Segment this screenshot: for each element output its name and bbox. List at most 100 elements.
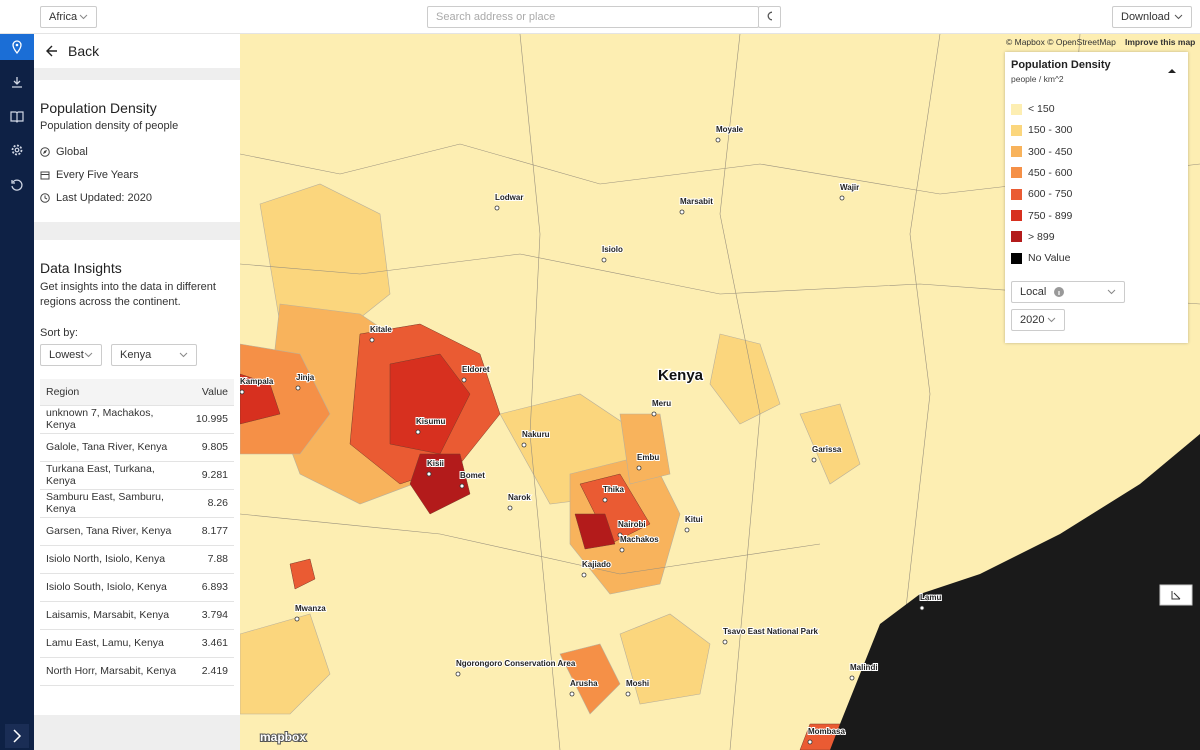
place-label: Ngorongoro Conservation Area <box>456 659 576 668</box>
nav-book-icon[interactable] <box>10 109 24 123</box>
place-label: Marsabit <box>680 197 713 206</box>
column-header: Value <box>189 379 234 406</box>
place-label: Mwanza <box>295 604 326 613</box>
mode-select[interactable]: Local <box>1011 281 1125 303</box>
table-row: Garsen, Tana River, Kenya 8.177 <box>40 517 234 546</box>
legend-label: 600 - 750 <box>1028 188 1073 201</box>
legend-label: < 150 <box>1028 103 1055 115</box>
meta-text: Every Five Years <box>56 169 139 181</box>
value-cell: 8.177 <box>189 517 234 546</box>
legend-title: Population Density <box>1011 59 1111 71</box>
table-header: Region Value <box>40 379 234 406</box>
legend-swatch <box>1011 103 1022 115</box>
info-icon <box>1054 287 1065 297</box>
nav-map-icon[interactable] <box>10 40 24 54</box>
place-dot <box>521 442 527 448</box>
region-cell: Galole, Tana River, Kenya <box>40 433 190 462</box>
nav-expand[interactable] <box>5 724 29 748</box>
place-dot <box>295 385 301 391</box>
value-cell: 9.281 <box>189 461 234 490</box>
column-header: Region <box>40 379 190 406</box>
meta-row: Last Updated: 2020 <box>40 192 152 204</box>
legend-label: 450 - 600 <box>1028 166 1073 179</box>
place-dot <box>507 505 513 511</box>
place-label: Kisumu <box>416 417 445 426</box>
table-row: Galole, Tana River, Kenya 9.805 <box>40 433 234 462</box>
place-label: Isiolo <box>602 245 623 254</box>
place-dot <box>581 572 587 578</box>
place-dot <box>602 497 608 503</box>
download-button[interactable]: Download <box>1112 6 1192 28</box>
table-row: Samburu East, Samburu, Kenya 8.26 <box>40 489 234 518</box>
meta-row: Every Five Years <box>40 169 139 181</box>
place-label: Moshi <box>626 679 649 688</box>
map[interactable]: Kenya Kampala Jinja Eldoret Kisumu Kisii Naku… <box>240 34 1200 750</box>
place-label: Moyale <box>716 125 744 134</box>
insights-title: Data Insights <box>40 260 122 276</box>
place-dot <box>369 337 375 343</box>
place-dot <box>617 532 623 538</box>
back-button[interactable]: Back <box>46 43 99 59</box>
chevron <box>1174 14 1183 20</box>
region-cell: Laisamis, Marsabit, Kenya <box>40 601 190 630</box>
chevron <box>179 352 188 358</box>
region-select-text: Africa <box>49 11 78 23</box>
improve-map-link[interactable]: Improve this map <box>1125 37 1195 47</box>
place-dot <box>459 483 465 489</box>
table-row: Isiolo North, Isiolo, Kenya 7.88 <box>40 545 234 574</box>
place-dot <box>839 195 845 201</box>
place-dot <box>849 675 855 681</box>
meta-row: Global <box>40 146 88 158</box>
dataset-panel: Population Density Population density of… <box>34 80 240 222</box>
place-label: Mombasa <box>808 727 845 736</box>
year-select[interactable]: 2020 <box>1011 309 1065 331</box>
place-dot <box>679 209 685 215</box>
nav-settings-icon[interactable] <box>10 143 24 157</box>
country-select[interactable]: Kenya <box>111 344 197 366</box>
legend-collapse[interactable] <box>1168 68 1176 74</box>
meta-icon <box>40 171 50 180</box>
sort-order-select[interactable]: Lowest <box>40 344 102 366</box>
nav-history-icon[interactable] <box>10 178 24 192</box>
region-cell: Isiolo North, Isiolo, Kenya <box>40 545 190 574</box>
insights-table: Region Value unknown 7, Machakos, Kenya 10.… <box>40 379 234 686</box>
value-cell: 10.995 <box>189 405 234 434</box>
region-cell: Samburu East, Samburu, Kenya <box>40 489 190 518</box>
place-dot <box>569 691 575 697</box>
place-dot <box>811 457 817 463</box>
back-arrow <box>46 45 57 57</box>
legend-swatch <box>1011 210 1022 221</box>
search-input[interactable]: Search address or place <box>427 6 759 28</box>
place-label: Garissa <box>812 445 842 454</box>
dataset-description: Population density of people <box>40 120 179 132</box>
sidebar: Back Population Density Population densi… <box>34 34 240 750</box>
place-label: Kitale <box>370 325 392 334</box>
dataset-title: Population Density <box>40 100 157 116</box>
table-row: Lamu East, Lamu, Kenya 3.461 <box>40 629 234 658</box>
legend-item: 150 - 300 <box>1011 124 1072 136</box>
place-label: Machakos <box>620 535 659 544</box>
legend-item: < 150 <box>1011 103 1055 115</box>
place-label: Tsavo East National Park <box>723 627 819 636</box>
year-text: 2020 <box>1020 314 1045 326</box>
place-label: Narok <box>508 493 531 502</box>
search-placeholder: Search address or place <box>436 11 556 23</box>
search-icon <box>767 11 772 21</box>
meta-icon <box>40 147 50 157</box>
region-select[interactable]: Africa <box>40 6 97 28</box>
place-label: Kitui <box>685 515 703 524</box>
search-button[interactable] <box>758 6 781 28</box>
place-dot <box>807 739 813 745</box>
place-label: Nakuru <box>522 430 550 439</box>
nav-download-icon[interactable] <box>10 75 24 89</box>
country-label: Kenya <box>658 367 704 384</box>
place-label: Meru <box>652 399 671 408</box>
table-row: North Horr, Marsabit, Kenya 2.419 <box>40 657 234 686</box>
value-cell: 8.26 <box>189 489 234 518</box>
value-cell: 3.461 <box>189 629 234 658</box>
place-label: Jinja <box>296 373 315 382</box>
place-dot <box>601 257 607 263</box>
sort-order-text: Lowest <box>49 349 84 361</box>
legend-label: 150 - 300 <box>1028 124 1073 137</box>
place-label: Thika <box>603 485 624 494</box>
